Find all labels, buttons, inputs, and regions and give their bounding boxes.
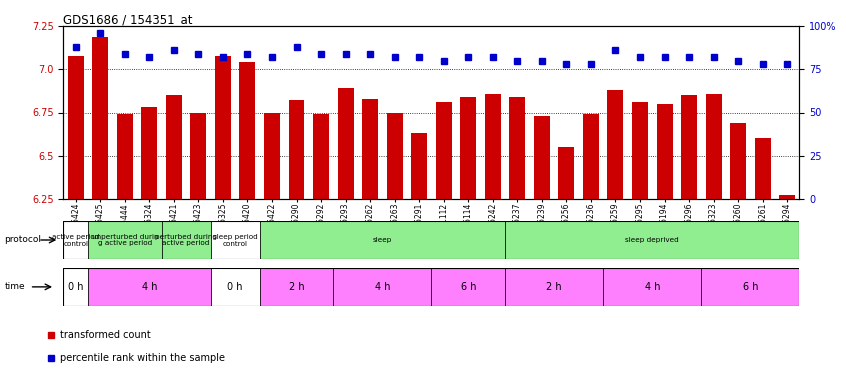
Bar bbox=[485, 93, 501, 199]
Bar bbox=[313, 114, 329, 199]
Text: 0 h: 0 h bbox=[68, 282, 84, 292]
Bar bbox=[117, 114, 133, 199]
Bar bbox=[215, 56, 231, 199]
Bar bbox=[68, 56, 84, 199]
Text: 6 h: 6 h bbox=[743, 282, 758, 292]
Bar bbox=[681, 95, 697, 199]
Text: percentile rank within the sample: percentile rank within the sample bbox=[61, 352, 226, 363]
Text: time: time bbox=[4, 282, 25, 291]
Bar bbox=[88, 268, 211, 306]
Bar bbox=[162, 221, 211, 259]
Text: 4 h: 4 h bbox=[645, 282, 660, 292]
Bar bbox=[656, 104, 673, 199]
Text: protocol: protocol bbox=[4, 236, 41, 244]
Bar bbox=[632, 102, 648, 199]
Text: sleep: sleep bbox=[373, 237, 392, 243]
Text: 6 h: 6 h bbox=[460, 282, 476, 292]
Bar bbox=[211, 221, 260, 259]
Bar bbox=[505, 221, 799, 259]
Bar bbox=[362, 99, 378, 199]
Text: perturbed during
active period: perturbed during active period bbox=[155, 234, 217, 246]
Bar bbox=[534, 116, 550, 199]
Bar bbox=[505, 268, 603, 306]
Bar bbox=[603, 268, 701, 306]
Bar bbox=[338, 88, 354, 199]
Bar bbox=[387, 112, 403, 199]
Bar bbox=[260, 221, 505, 259]
Bar bbox=[755, 138, 771, 199]
Bar bbox=[166, 95, 182, 199]
Bar bbox=[260, 268, 333, 306]
Bar bbox=[706, 93, 722, 199]
Text: unperturbed durin
g active period: unperturbed durin g active period bbox=[91, 234, 158, 246]
Bar bbox=[436, 102, 452, 199]
Bar bbox=[211, 268, 260, 306]
Bar bbox=[141, 107, 157, 199]
Text: 4 h: 4 h bbox=[141, 282, 157, 292]
Text: 0 h: 0 h bbox=[228, 282, 243, 292]
Text: transformed count: transformed count bbox=[61, 330, 151, 340]
Bar bbox=[333, 268, 431, 306]
Bar bbox=[264, 112, 280, 199]
Text: 4 h: 4 h bbox=[375, 282, 390, 292]
Bar bbox=[190, 112, 206, 199]
Bar bbox=[288, 100, 305, 199]
Bar bbox=[779, 195, 795, 199]
Bar bbox=[558, 147, 574, 199]
Bar bbox=[411, 133, 427, 199]
Bar bbox=[63, 221, 88, 259]
Text: sleep period
control: sleep period control bbox=[213, 234, 257, 246]
Bar bbox=[583, 114, 599, 199]
Text: 2 h: 2 h bbox=[547, 282, 562, 292]
Bar bbox=[509, 97, 525, 199]
Bar bbox=[92, 37, 108, 199]
Bar bbox=[88, 221, 162, 259]
Bar bbox=[730, 123, 746, 199]
Text: GDS1686 / 154351_at: GDS1686 / 154351_at bbox=[63, 13, 193, 26]
Bar bbox=[701, 268, 799, 306]
Text: sleep deprived: sleep deprived bbox=[625, 237, 679, 243]
Text: active period
control: active period control bbox=[52, 234, 99, 246]
Bar bbox=[431, 268, 505, 306]
Text: 2 h: 2 h bbox=[288, 282, 305, 292]
Bar bbox=[460, 97, 476, 199]
Bar bbox=[239, 63, 255, 199]
Bar bbox=[63, 268, 88, 306]
Bar bbox=[607, 90, 624, 199]
